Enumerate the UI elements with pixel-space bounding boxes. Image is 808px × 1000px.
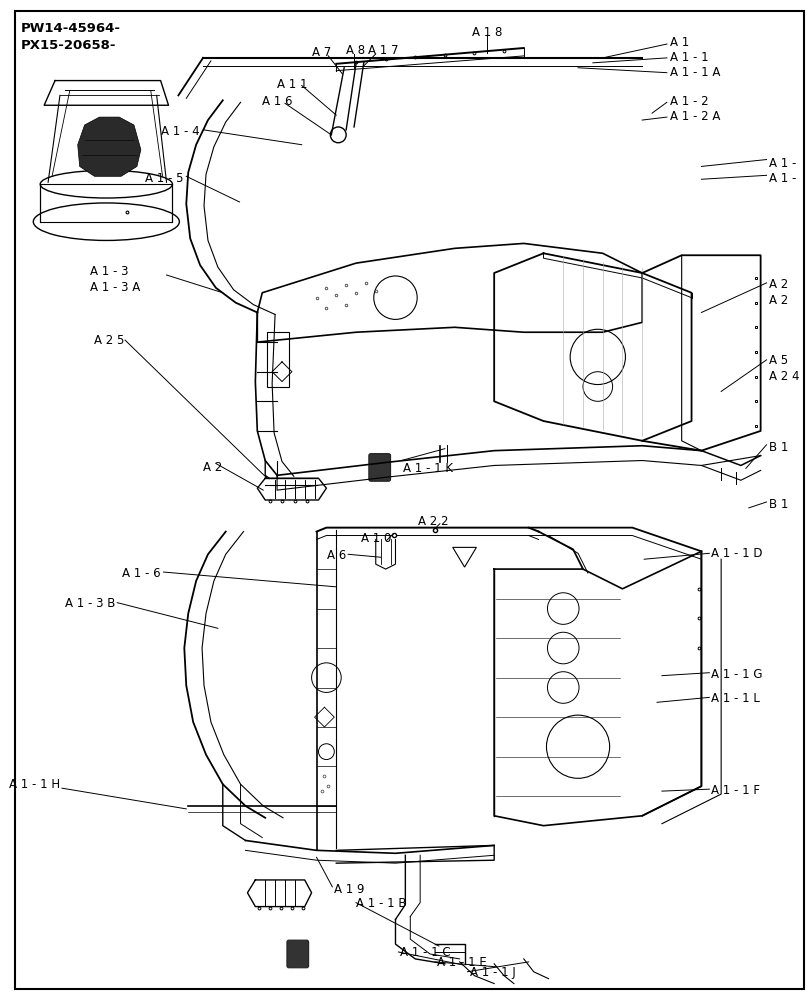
Text: A 1 6: A 1 6	[263, 95, 292, 108]
Text: A 1 - 3 A: A 1 - 3 A	[90, 281, 140, 294]
Text: A 1 -: A 1 -	[768, 172, 796, 185]
Text: A 1 9: A 1 9	[335, 883, 364, 896]
Text: A 1 - 1 E: A 1 - 1 E	[437, 956, 486, 969]
Text: A 2 2: A 2 2	[418, 515, 448, 528]
Text: A 1 - 3: A 1 - 3	[90, 265, 128, 278]
Text: B 1: B 1	[768, 441, 788, 454]
Text: A 1 - 1 A: A 1 - 1 A	[670, 66, 720, 79]
Text: A 1 - 1 C: A 1 - 1 C	[401, 946, 451, 959]
Text: A 1 - 4: A 1 - 4	[162, 125, 200, 138]
FancyBboxPatch shape	[368, 454, 390, 481]
Bar	[40, 184, 172, 222]
Text: A 1 8: A 1 8	[472, 26, 503, 39]
Text: A 5: A 5	[768, 354, 788, 367]
Text: A 1 7: A 1 7	[368, 44, 398, 57]
Text: A 1 - 1 H: A 1 - 1 H	[9, 778, 60, 791]
Bar	[267, 332, 289, 387]
Text: A 1 - 1 G: A 1 - 1 G	[711, 668, 763, 681]
Text: A 1 0: A 1 0	[360, 532, 391, 545]
Text: A 1 - 1 F: A 1 - 1 F	[711, 784, 760, 797]
Circle shape	[330, 127, 346, 143]
Text: A 2: A 2	[203, 461, 222, 474]
Text: A 2 5: A 2 5	[95, 334, 125, 347]
Text: A 1 - 3 B: A 1 - 3 B	[65, 597, 116, 610]
Text: A 1: A 1	[670, 36, 689, 49]
Text: A 7: A 7	[312, 46, 331, 59]
Text: A 1 - 6: A 1 - 6	[122, 567, 161, 580]
Text: A 6: A 6	[327, 549, 346, 562]
Text: B 1: B 1	[768, 498, 788, 511]
Text: A 1 - 1 B: A 1 - 1 B	[356, 897, 406, 910]
Text: A 2: A 2	[768, 294, 788, 307]
Text: A 1 - 1 J: A 1 - 1 J	[469, 966, 516, 979]
Text: A 1 - 1 K: A 1 - 1 K	[403, 462, 453, 475]
Text: A 1 - 2 A: A 1 - 2 A	[670, 110, 720, 123]
Polygon shape	[78, 117, 141, 176]
Text: PX15-20658-: PX15-20658-	[20, 39, 116, 52]
Text: A 1 - 1: A 1 - 1	[670, 51, 709, 64]
Text: A 2: A 2	[768, 278, 788, 291]
Text: A 1 - 5: A 1 - 5	[145, 172, 183, 185]
Text: A 2 4: A 2 4	[768, 370, 799, 383]
Text: A 1 - 1 D: A 1 - 1 D	[711, 547, 763, 560]
Text: A 1 - 1 L: A 1 - 1 L	[711, 692, 760, 705]
FancyBboxPatch shape	[287, 940, 309, 968]
Text: A 1 - 2: A 1 - 2	[670, 95, 709, 108]
Text: PW14-45964-: PW14-45964-	[20, 22, 120, 35]
Text: A 8: A 8	[346, 44, 365, 57]
Text: A 1 1: A 1 1	[277, 78, 308, 91]
Text: A 1 -: A 1 -	[768, 157, 796, 170]
